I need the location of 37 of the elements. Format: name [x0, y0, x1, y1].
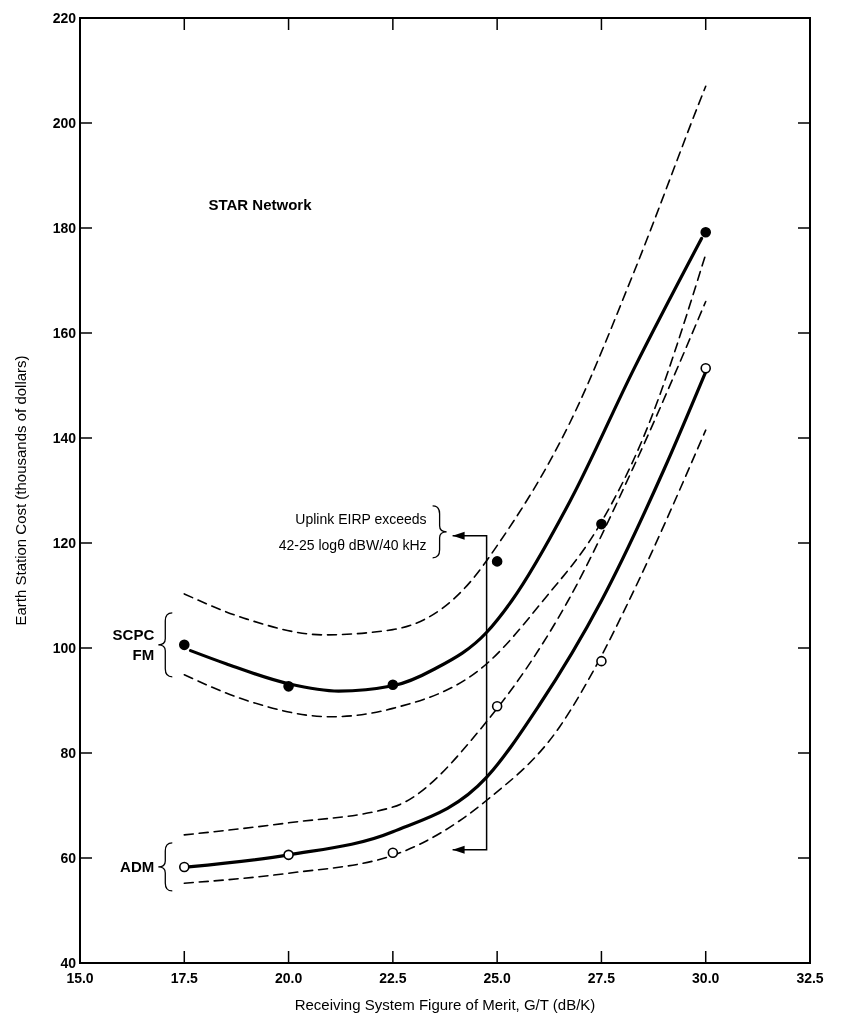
y-tick-label: 120	[52, 535, 77, 551]
point	[596, 655, 607, 667]
y-tick-label: 40	[60, 955, 77, 971]
point	[491, 556, 503, 567]
point	[387, 679, 399, 691]
series-label: ADM	[120, 857, 155, 875]
point	[700, 362, 712, 374]
y-tick-label: 160	[52, 325, 77, 341]
x-tick-label: 22.5	[379, 970, 407, 986]
point	[596, 518, 607, 530]
y-tick-label: 80	[60, 745, 77, 761]
x-tick-label: 15.0	[66, 970, 94, 986]
y-tick-label: 140	[52, 430, 77, 446]
line-series	[183, 85, 707, 636]
y-tick-label: 200	[52, 115, 77, 131]
point	[491, 700, 503, 712]
y-tick-label: 60	[60, 850, 77, 866]
x-tick-label: 32.5	[796, 970, 824, 986]
y-tick-label: 100	[52, 640, 77, 656]
y-tick-label: 180	[52, 220, 77, 236]
x-tick-label: 17.5	[170, 970, 199, 986]
x-tick-label: 27.5	[587, 970, 616, 986]
x-axis-title: Receiving System Figure of Merit, G/T (dB/K)	[294, 996, 596, 1013]
series-label: SCPC FM	[112, 625, 155, 663]
y-axis-title: Earth Station Cost (thousands of dollars)	[12, 355, 29, 626]
point	[387, 847, 399, 859]
point	[178, 861, 190, 873]
point	[283, 849, 294, 861]
annotation: Uplink EIRP exceeds 42-25 logθ dBW/40 kHz	[278, 510, 427, 553]
x-tick-label: 20.0	[274, 970, 303, 986]
x-tick-label: 30.0	[692, 970, 720, 986]
x-tick-label: 25.0	[483, 970, 511, 986]
point	[178, 639, 190, 651]
y-tick-label: 220	[52, 10, 77, 26]
point	[700, 226, 712, 238]
text: STAR Network	[208, 196, 313, 213]
point	[283, 681, 294, 692]
